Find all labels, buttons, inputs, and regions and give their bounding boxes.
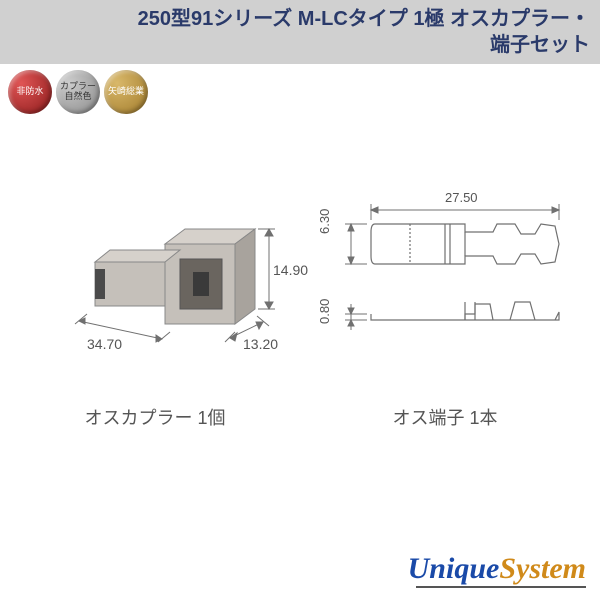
- dim-term-length: 27.50: [445, 190, 478, 205]
- terminal-dim-thickness: [345, 304, 367, 330]
- terminal-dim-length: [371, 204, 559, 220]
- coupler-caption: オスカプラー 1個: [84, 404, 225, 430]
- dim-term-width: 6.30: [317, 209, 332, 234]
- terminal-svg: [315, 184, 575, 364]
- terminal-caption: オス端子 1本: [392, 404, 497, 430]
- terminal-panel: 27.50 6.30 0.80 オス端子 1本: [315, 184, 575, 430]
- badge-maker: 矢崎総業: [104, 70, 148, 114]
- badge-label-2: 自然色: [64, 92, 91, 102]
- title-line-2: 端子セット: [490, 34, 590, 56]
- terminal-diagram: 27.50 6.30 0.80: [315, 184, 575, 364]
- dim-term-thick: 0.80: [317, 299, 332, 324]
- terminal-top-view: [371, 224, 559, 264]
- badge-label: 非防水: [16, 87, 43, 97]
- logo-unique: Unique: [408, 552, 500, 585]
- logo-system: System: [499, 552, 586, 585]
- header-bar: 250型91シリーズ M-LCタイプ 1極 オスカプラー・ 端子セット: [0, 0, 600, 64]
- badge-color: カプラー 自然色: [56, 70, 100, 114]
- coupler-panel: 34.70 13.20 14.90 オスカプラー 1個: [25, 184, 285, 430]
- dim-width: 13.20: [243, 336, 278, 352]
- badge-row: 非防水 カプラー 自然色 矢崎総業: [0, 64, 600, 120]
- coupler-shape: [95, 229, 255, 324]
- page-title: 250型91シリーズ M-LCタイプ 1極 オスカプラー・ 端子セット: [10, 6, 590, 58]
- logo-underline: [416, 586, 586, 588]
- content-row: 34.70 13.20 14.90 オスカプラー 1個: [0, 120, 600, 440]
- brand-logo: UniqueSystem: [408, 552, 586, 586]
- coupler-diagram: 34.70 13.20 14.90: [25, 184, 285, 364]
- badge-waterproof: 非防水: [8, 70, 52, 114]
- dim-height: 14.90: [273, 262, 308, 278]
- dim-length: 34.70: [87, 336, 122, 352]
- title-line-1: 250型91シリーズ M-LCタイプ 1極 オスカプラー・: [138, 8, 590, 30]
- terminal-dim-width: [345, 224, 367, 264]
- terminal-side-view: [371, 302, 559, 320]
- badge-label: 矢崎総業: [108, 87, 144, 97]
